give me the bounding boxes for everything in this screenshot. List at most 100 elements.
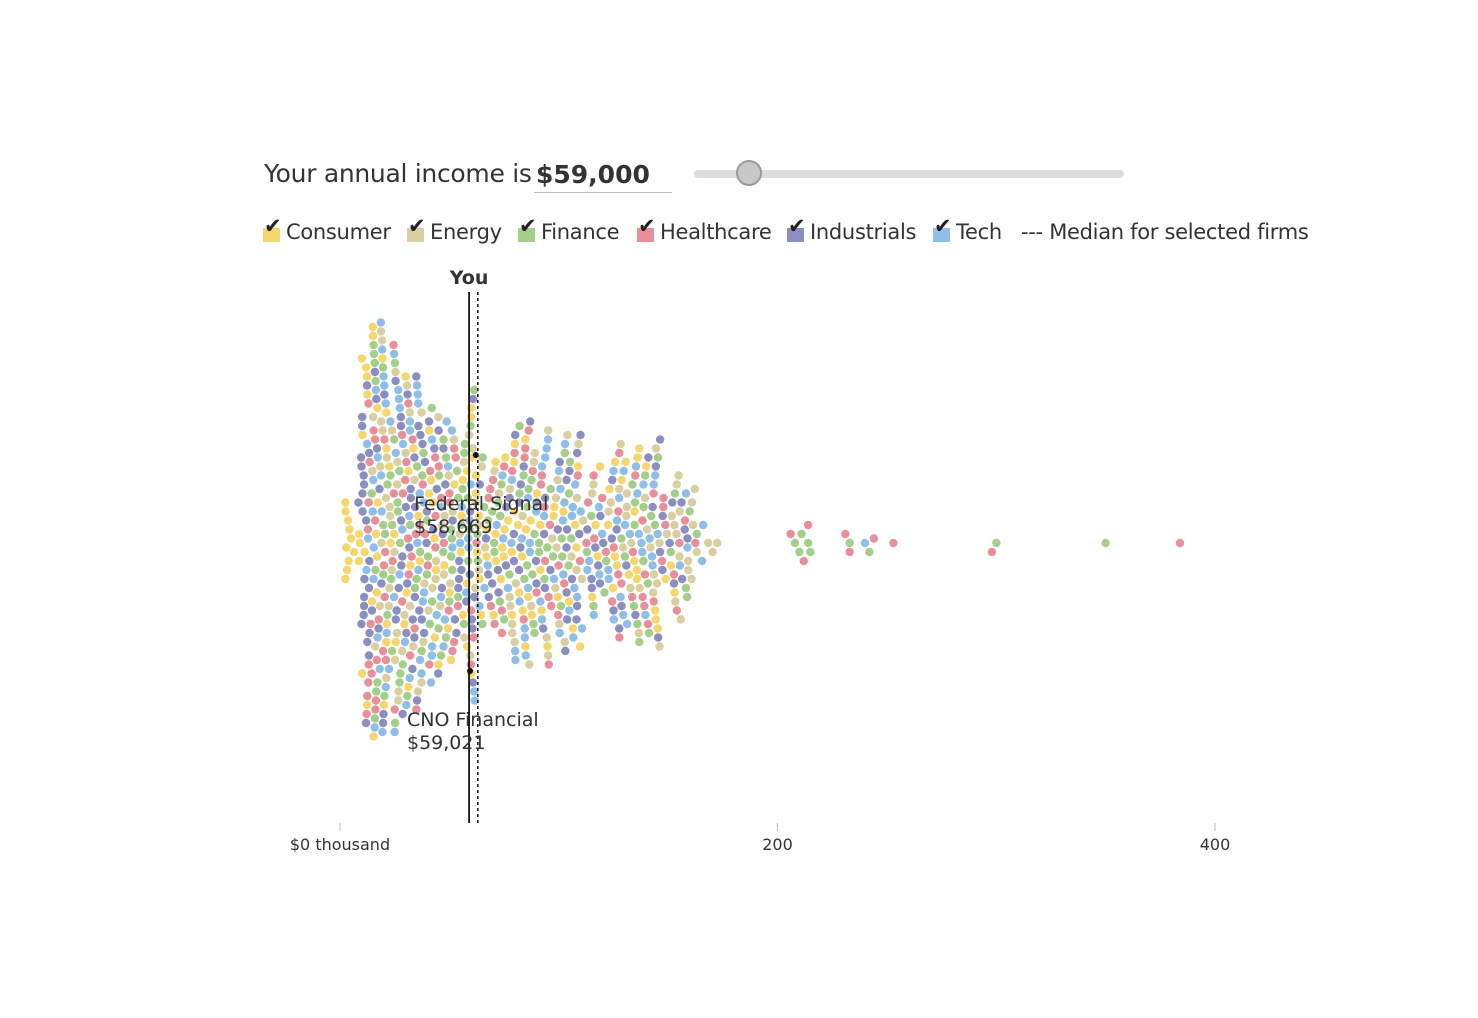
data-point-finance[interactable] — [403, 691, 412, 701]
data-point-finance[interactable] — [565, 457, 575, 467]
data-point-industrials[interactable] — [465, 507, 475, 516]
data-point-industrials[interactable] — [402, 628, 411, 638]
data-point-healthcare[interactable] — [410, 624, 419, 633]
data-point-consumer[interactable] — [524, 592, 533, 602]
data-point-finance[interactable] — [529, 619, 538, 629]
data-point-energy[interactable] — [382, 453, 392, 462]
data-point-tech[interactable] — [619, 610, 628, 620]
data-point-finance[interactable] — [441, 453, 451, 462]
data-point-healthcare[interactable] — [486, 601, 496, 611]
data-point-consumer[interactable] — [536, 565, 545, 575]
data-point-consumer[interactable] — [341, 574, 350, 584]
data-point-finance[interactable] — [558, 552, 567, 561]
data-point-finance[interactable] — [367, 489, 376, 498]
data-point-tech[interactable] — [520, 624, 529, 633]
data-point-finance[interactable] — [423, 552, 433, 561]
data-point-consumer[interactable] — [426, 475, 436, 485]
data-point-tech[interactable] — [625, 529, 635, 539]
data-point-consumer[interactable] — [507, 547, 516, 557]
data-point-consumer[interactable] — [509, 457, 519, 467]
data-point-finance[interactable] — [427, 403, 436, 413]
data-point-consumer[interactable] — [593, 552, 602, 561]
data-point-consumer[interactable] — [456, 547, 465, 557]
data-point-energy[interactable] — [552, 543, 561, 552]
data-point-consumer[interactable] — [434, 660, 443, 669]
data-point-tech[interactable] — [470, 687, 479, 696]
data-point-industrials[interactable] — [417, 615, 426, 624]
data-point-consumer[interactable] — [345, 525, 354, 534]
data-point-healthcare[interactable] — [445, 489, 454, 498]
data-point-tech[interactable] — [523, 583, 533, 593]
data-point-industrials[interactable] — [359, 592, 369, 602]
data-point-consumer[interactable] — [482, 552, 491, 561]
data-point-healthcare[interactable] — [472, 538, 481, 548]
data-point-finance[interactable] — [543, 543, 552, 552]
data-point-consumer[interactable] — [360, 547, 369, 557]
data-point-consumer[interactable] — [363, 390, 372, 399]
data-point-healthcare[interactable] — [484, 493, 493, 503]
data-point-industrials[interactable] — [448, 516, 457, 525]
data-point-energy[interactable] — [525, 660, 534, 669]
data-point-consumer[interactable] — [518, 606, 527, 615]
data-point-consumer[interactable] — [641, 462, 651, 471]
data-point-energy[interactable] — [428, 583, 437, 593]
data-point-industrials[interactable] — [419, 628, 429, 638]
data-point-energy[interactable] — [553, 475, 562, 485]
data-point-industrials[interactable] — [364, 583, 374, 593]
data-point-consumer[interactable] — [367, 597, 377, 606]
data-point-industrials[interactable] — [475, 480, 484, 489]
data-point-tech[interactable] — [371, 385, 381, 395]
data-point-finance[interactable] — [587, 511, 596, 521]
data-point-energy[interactable] — [495, 489, 504, 498]
data-point-consumer[interactable] — [514, 588, 524, 597]
data-point-industrials[interactable] — [511, 430, 520, 440]
data-point-tech[interactable] — [447, 426, 457, 435]
income-slider-thumb[interactable] — [736, 160, 762, 186]
data-point-healthcare[interactable] — [418, 480, 427, 489]
data-point-tech[interactable] — [507, 538, 516, 548]
data-point-energy[interactable] — [400, 610, 409, 620]
data-point-tech[interactable] — [370, 723, 379, 732]
data-point-energy[interactable] — [471, 583, 480, 593]
data-point-consumer[interactable] — [458, 610, 468, 620]
data-point-tech[interactable] — [597, 529, 607, 539]
data-point-energy[interactable] — [670, 520, 679, 530]
data-point-tech[interactable] — [499, 534, 508, 543]
data-point-tech[interactable] — [381, 682, 390, 692]
data-point-tech[interactable] — [378, 345, 387, 354]
data-point-tech[interactable] — [379, 372, 388, 381]
data-point-industrials[interactable] — [410, 453, 419, 462]
data-point-energy[interactable] — [387, 565, 396, 575]
data-point-energy[interactable] — [390, 547, 399, 557]
data-point-industrials[interactable] — [377, 579, 386, 588]
data-point-consumer[interactable] — [355, 529, 364, 539]
data-point-consumer[interactable] — [499, 552, 508, 561]
data-point-finance[interactable] — [387, 574, 396, 584]
data-point-industrials[interactable] — [555, 457, 564, 467]
data-point-energy[interactable] — [551, 583, 560, 593]
data-point-healthcare[interactable] — [573, 471, 582, 480]
data-point-energy[interactable] — [385, 511, 395, 521]
data-point-industrials[interactable] — [408, 615, 417, 624]
data-point-industrials[interactable] — [364, 651, 374, 660]
data-point-healthcare[interactable] — [486, 484, 495, 494]
data-point-finance[interactable] — [379, 570, 388, 579]
data-point-energy[interactable] — [466, 651, 475, 660]
data-point-healthcare[interactable] — [497, 606, 506, 615]
data-point-tech[interactable] — [389, 592, 399, 602]
data-point-tech[interactable] — [623, 619, 632, 629]
data-point-industrials[interactable] — [422, 507, 432, 516]
data-point-healthcare[interactable] — [404, 570, 413, 579]
data-point-industrials[interactable] — [677, 574, 687, 584]
data-point-healthcare[interactable] — [786, 529, 795, 539]
data-point-tech[interactable] — [376, 471, 386, 480]
data-point-tech[interactable] — [570, 583, 579, 593]
data-point-finance[interactable] — [395, 538, 405, 548]
data-point-finance[interactable] — [556, 601, 566, 611]
data-point-healthcare[interactable] — [434, 462, 443, 471]
data-point-consumer[interactable] — [462, 466, 472, 476]
data-point-energy[interactable] — [419, 637, 428, 647]
data-point-tech[interactable] — [415, 489, 424, 498]
data-point-consumer[interactable] — [415, 556, 425, 566]
data-point-energy[interactable] — [687, 498, 697, 507]
